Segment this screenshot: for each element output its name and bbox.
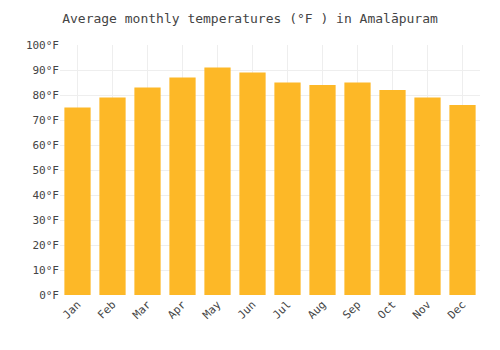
- svg-text:0°F: 0°F: [39, 289, 59, 302]
- svg-text:60°F: 60°F: [33, 139, 60, 152]
- svg-text:Sep: Sep: [340, 298, 363, 321]
- svg-text:Mar: Mar: [130, 298, 154, 322]
- svg-text:Nov: Nov: [410, 298, 434, 322]
- svg-text:20°F: 20°F: [33, 239, 60, 252]
- svg-text:Jun: Jun: [235, 298, 258, 321]
- svg-text:Aug: Aug: [305, 298, 328, 321]
- svg-text:Feb: Feb: [95, 298, 118, 321]
- svg-text:100°F: 100°F: [26, 39, 59, 52]
- svg-text:40°F: 40°F: [33, 189, 60, 202]
- svg-text:Jan: Jan: [60, 298, 83, 321]
- svg-text:80°F: 80°F: [33, 89, 60, 102]
- svg-text:30°F: 30°F: [33, 214, 60, 227]
- svg-text:90°F: 90°F: [33, 64, 60, 77]
- svg-text:70°F: 70°F: [33, 114, 60, 127]
- svg-text:Apr: Apr: [165, 298, 189, 322]
- svg-text:Oct: Oct: [375, 298, 398, 321]
- svg-text:Average monthly temperatures (: Average monthly temperatures (°F ) in Am…: [62, 11, 438, 26]
- svg-text:50°F: 50°F: [33, 164, 60, 177]
- svg-text:10°F: 10°F: [33, 264, 60, 277]
- svg-text:May: May: [200, 298, 224, 322]
- svg-text:Dec: Dec: [445, 298, 468, 321]
- svg-text:Jul: Jul: [270, 298, 293, 321]
